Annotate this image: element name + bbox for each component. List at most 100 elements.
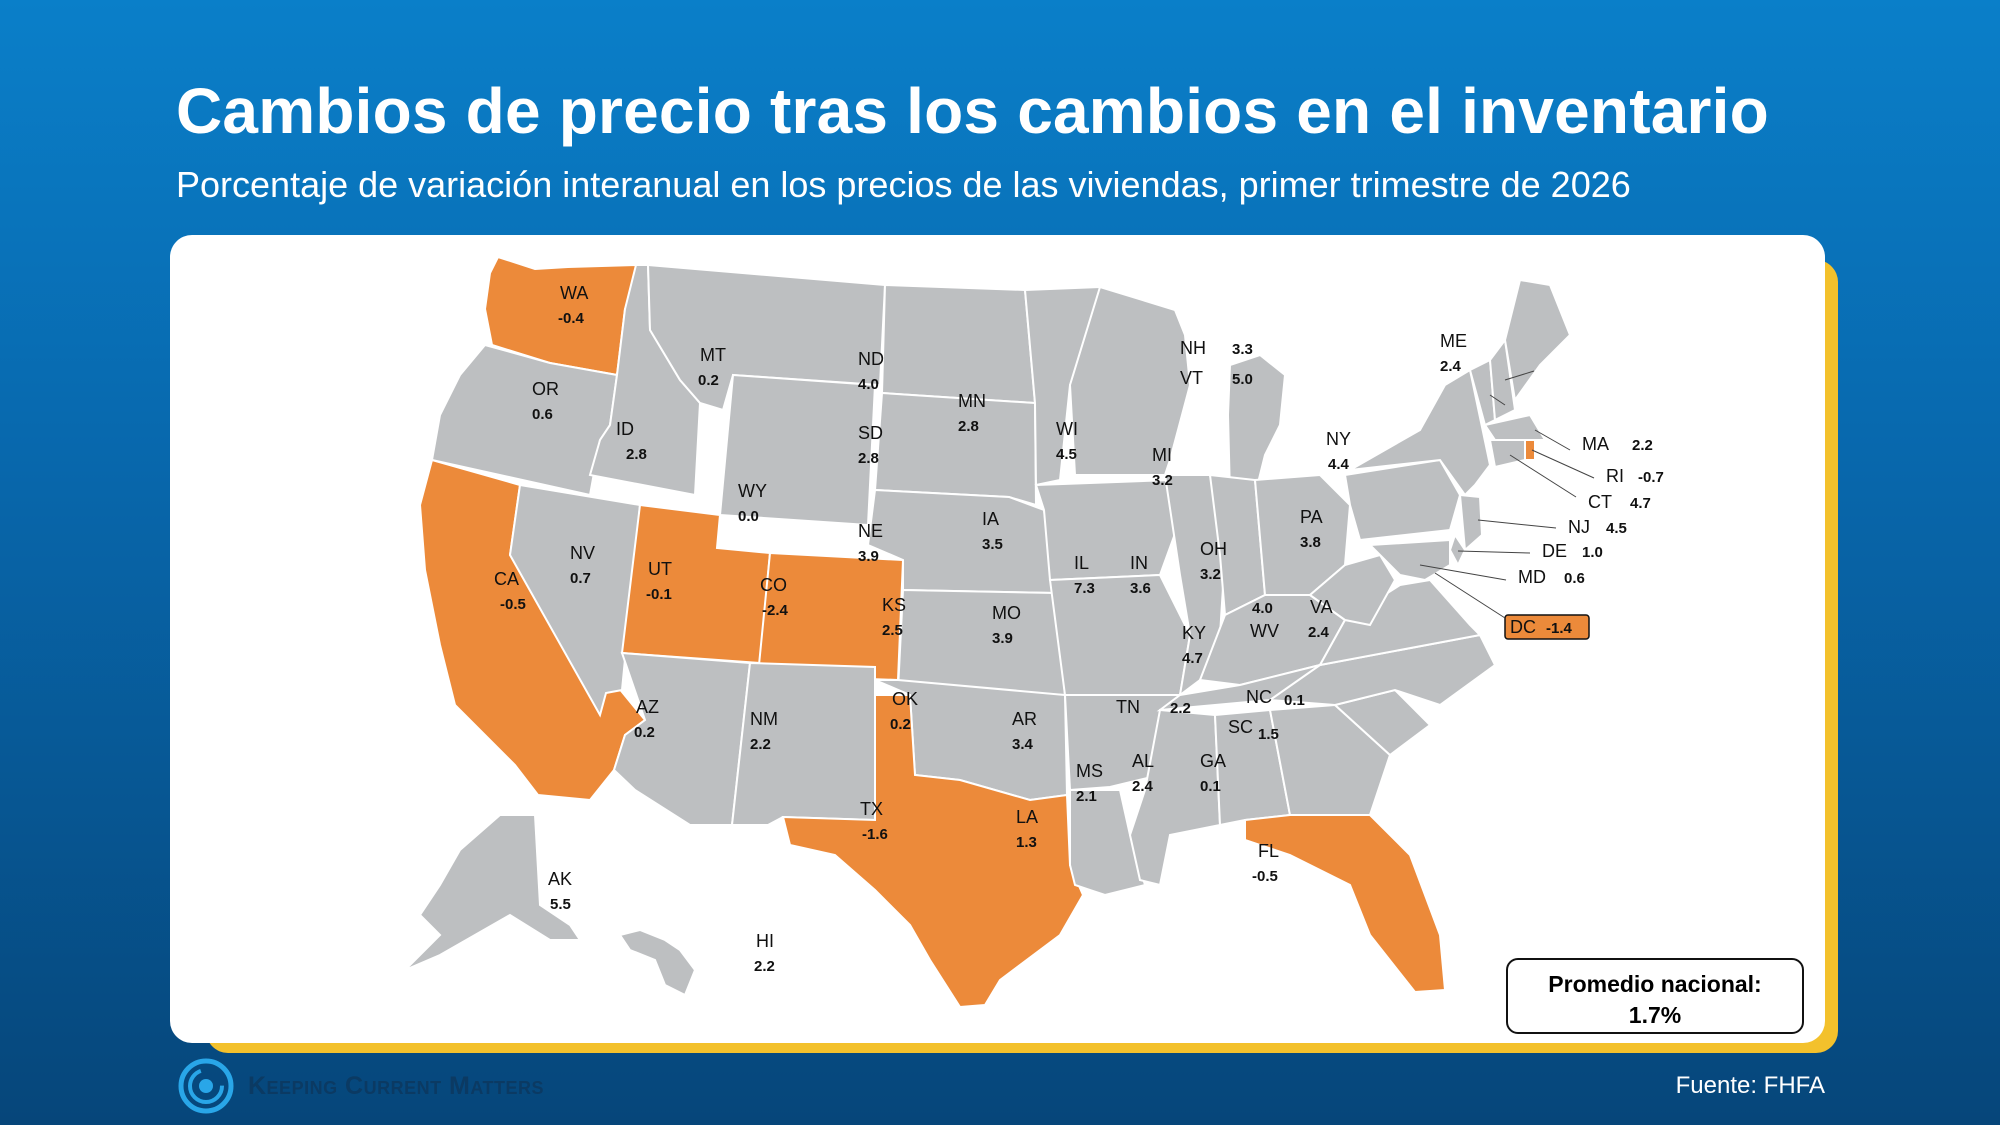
state-ak-label: AK [548,869,572,889]
state-nh-shape [1488,337,1517,422]
state-nv-value: 0.7 [570,570,591,587]
state-ct-label: CT [1588,492,1612,512]
state-wa-value: -0.4 [558,310,585,327]
state-tn-label: TN [1116,697,1140,717]
state-de-value: 1.0 [1582,544,1603,561]
state-wi-value: 4.5 [1056,446,1077,463]
state-ny-label: NY [1326,429,1351,449]
state-hi-value: 2.2 [754,958,775,975]
state-ct-shape [1488,439,1526,469]
state-hi-label: HI [756,931,774,951]
state-nj-value: 4.5 [1606,520,1627,537]
state-mt-value: 0.2 [698,372,719,389]
state-hi-shape [618,928,697,997]
state-wa-label: WA [560,283,588,303]
state-wy-label: WY [738,481,767,501]
state-pa-label: PA [1300,507,1323,527]
state-md-shape [1367,538,1451,582]
state-nm-value: 2.2 [750,736,771,753]
state-mo-value: 3.9 [992,630,1013,647]
state-sc-value: 1.5 [1258,726,1279,743]
state-fl-value: -0.5 [1252,868,1278,885]
leader-line-vt [1489,394,1506,406]
state-co-label: CO [760,575,787,595]
source-note: Fuente: FHFA [1675,1072,1825,1099]
state-tx-shape [781,694,1085,1009]
brand-name: Keeping Current Matters [248,1071,545,1100]
state-ri-shape [1524,439,1536,461]
state-nh-value: 3.3 [1232,341,1253,358]
state-sc-label: SC [1228,717,1253,737]
dc-callout-box [1504,614,1590,640]
state-de-label: DE [1542,541,1567,561]
state-pa-value: 3.8 [1300,534,1321,551]
state-dc-value: -1.4 [1546,620,1573,637]
state-wi-shape [1068,285,1192,476]
state-md-label: MD [1518,567,1546,587]
state-ma-value: 2.2 [1632,437,1653,454]
state-wy-value: 0.0 [738,508,759,525]
state-ut-shape [620,503,772,665]
state-mi-label: MI [1152,445,1172,465]
state-va-value: 2.4 [1308,624,1330,641]
leader-line-dc [1434,572,1506,619]
state-ca-label: CA [494,569,519,589]
national-average-label: Promedio nacional: [1548,971,1762,997]
state-il-value: 7.3 [1074,580,1095,597]
state-ia-shape [1034,478,1182,582]
leader-line-de [1457,550,1531,554]
state-me-shape [1503,278,1572,403]
state-ks-value: 2.5 [882,622,903,639]
state-nj-shape [1458,493,1484,553]
state-id-label: ID [616,419,634,439]
state-wy-shape [718,373,877,527]
state-nc-value: 0.1 [1284,692,1305,709]
state-ga-shape [1268,703,1392,816]
state-me-value: 2.4 [1440,358,1462,375]
state-ms-value: 2.1 [1076,788,1097,805]
us-map: WA -0.4 OR 0.6 CA -0.5 NV 0.7 ID 2.8 MT 0.2 WY 0.0 UT -… [404,255,1664,1009]
state-ny-value: 4.4 [1328,456,1350,473]
state-ne-label: NE [858,521,883,541]
state-al-value: 2.4 [1132,778,1154,795]
state-de-shape [1448,532,1467,568]
state-or-label: OR [532,379,559,399]
state-nd-value: 4.0 [858,376,879,393]
state-ms-label: MS [1076,761,1103,781]
state-mn-value: 2.8 [958,418,979,435]
state-oh-value: 3.2 [1200,566,1221,583]
state-sd-shape [873,391,1038,507]
state-ok-value: 0.2 [890,716,911,733]
state-nc-label: NC [1246,687,1272,707]
state-nv-label: NV [570,543,595,563]
page-title: Cambios de precio tras los cambios en el… [176,75,1769,147]
state-nh-label: NH [1180,338,1206,358]
state-nd-label: ND [858,349,884,369]
state-ok-label: OK [892,689,918,709]
brand-logo: Keeping Current Matters [178,1057,544,1115]
state-al-label: AL [1132,751,1154,771]
state-mi-shape [1226,353,1287,496]
state-sd-label: SD [858,423,883,443]
state-oh-label: OH [1200,539,1227,559]
leader-line-nh [1504,370,1535,381]
state-mt-label: MT [700,345,726,365]
state-nm-label: NM [750,709,778,729]
state-vt-value: 5.0 [1232,371,1253,388]
state-fl-shape [1244,814,1447,994]
state-vt-label: VT [1180,368,1203,388]
state-ks-label: KS [882,595,906,615]
state-me-label: ME [1440,331,1467,351]
state-fl-label: FL [1258,841,1279,861]
state-ri-value: -0.7 [1638,469,1664,486]
leader-lines [1419,370,1595,640]
state-nc-shape [1267,633,1497,707]
state-ca-value: -0.5 [500,596,526,613]
state-wi-label: WI [1056,419,1078,439]
state-labels: WA -0.4 OR 0.6 CA -0.5 NV 0.7 ID 2.8 MT 0.2 WY 0.0 UT -… [494,283,1664,975]
swirl-logo-icon [178,1058,234,1114]
state-ut-value: -0.1 [646,586,672,603]
leader-line-ri [1531,449,1595,479]
state-nd-shape [880,283,1037,405]
state-ia-label: IA [982,509,999,529]
